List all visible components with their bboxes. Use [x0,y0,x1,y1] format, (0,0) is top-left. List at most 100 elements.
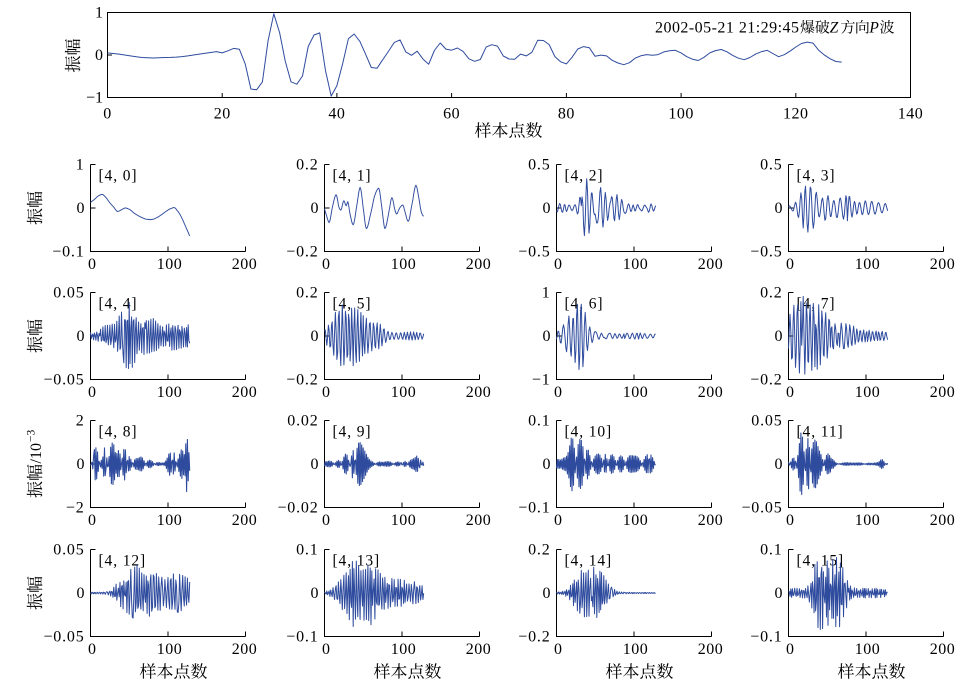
svg-text:−0.1: −0.1 [518,500,550,517]
svg-text:100: 100 [391,256,417,273]
svg-text:200: 200 [698,641,724,658]
svg-text:0.05: 0.05 [53,542,84,559]
svg-text:0: 0 [543,456,551,473]
svg-text:[4, 8]: [4, 8] [99,424,138,441]
svg-text:−0.5: −0.5 [750,244,782,261]
svg-text:100: 100 [855,256,881,273]
svg-text:−0.1: −0.1 [750,629,782,646]
svg-text:200: 200 [232,512,258,529]
svg-text:Z: Z [830,20,839,37]
svg-text:0: 0 [77,456,85,473]
svg-text:0: 0 [311,328,319,345]
svg-text:200: 200 [232,384,258,401]
svg-text:40: 40 [328,106,345,123]
svg-text:200: 200 [466,256,492,273]
svg-text:−0.2: −0.2 [750,372,782,389]
svg-text:120: 120 [783,106,809,123]
svg-text:100: 100 [391,512,417,529]
svg-text:0.2: 0.2 [296,285,318,302]
svg-text:100: 100 [855,384,881,401]
svg-text:100: 100 [157,256,183,273]
svg-text:0: 0 [786,641,794,658]
svg-text:0: 0 [786,384,794,401]
svg-text:0: 0 [88,384,96,401]
svg-text:0.2: 0.2 [528,542,550,559]
svg-text:200: 200 [232,256,258,273]
svg-text:100: 100 [668,106,694,123]
svg-text:[4, 15]: [4, 15] [797,553,845,570]
svg-text:0: 0 [95,47,103,64]
svg-text:0: 0 [322,384,330,401]
svg-text:0: 0 [88,641,96,658]
svg-text:0: 0 [554,641,562,658]
svg-text:−2: −2 [66,500,85,517]
svg-text:0: 0 [77,200,85,217]
svg-text:0.1: 0.1 [528,413,550,430]
svg-text:[4, 14]: [4, 14] [565,553,613,570]
svg-text:−1: −1 [86,90,103,107]
svg-text:100: 100 [391,384,417,401]
svg-text:−0.05: −0.05 [43,372,84,389]
svg-text:[4, 1]: [4, 1] [333,168,372,185]
svg-text:200: 200 [698,384,724,401]
svg-text:60: 60 [443,106,460,123]
svg-text:200: 200 [466,641,492,658]
svg-text:0: 0 [543,328,551,345]
svg-text:100: 100 [623,512,649,529]
svg-text:200: 200 [466,384,492,401]
svg-text:−0.1: −0.1 [52,244,84,261]
svg-text:100: 100 [623,641,649,658]
svg-text:/10: /10 [28,443,45,463]
svg-text:0: 0 [322,641,330,658]
svg-text:1: 1 [76,157,85,174]
svg-text:0.02: 0.02 [287,413,318,430]
svg-text:140: 140 [898,106,924,123]
svg-text:200: 200 [930,384,956,401]
svg-text:2: 2 [76,413,85,430]
svg-text:0: 0 [103,106,112,123]
svg-text:0: 0 [77,585,85,602]
svg-text:0.5: 0.5 [760,157,782,174]
svg-text:200: 200 [232,641,258,658]
svg-text:−0.1: −0.1 [286,629,318,646]
svg-text:1: 1 [542,285,551,302]
svg-text:0: 0 [77,328,85,345]
svg-text:[4, 3]: [4, 3] [797,168,836,185]
svg-text:100: 100 [623,384,649,401]
svg-text:0: 0 [88,512,96,529]
svg-text:P: P [868,20,879,37]
svg-text:[4, 2]: [4, 2] [565,168,604,185]
svg-text:[4, 0]: [4, 0] [99,168,138,185]
svg-text:[4, 9]: [4, 9] [333,424,372,441]
svg-text:200: 200 [698,256,724,273]
svg-text:200: 200 [930,512,956,529]
svg-text:−0.2: −0.2 [286,372,318,389]
svg-text:0: 0 [775,328,783,345]
svg-text:80: 80 [558,106,575,123]
svg-text:0: 0 [322,512,330,529]
svg-text:0.05: 0.05 [53,285,84,302]
svg-text:[4, 12]: [4, 12] [99,553,147,570]
svg-text:0.05: 0.05 [751,413,782,430]
svg-text:100: 100 [855,512,881,529]
svg-text:200: 200 [698,512,724,529]
svg-text:[4, 10]: [4, 10] [565,424,613,441]
svg-text:[4, 6]: [4, 6] [565,296,604,313]
svg-text:0: 0 [543,585,551,602]
svg-text:200: 200 [930,256,956,273]
svg-text:0: 0 [554,384,562,401]
svg-text:0: 0 [88,256,96,273]
svg-text:100: 100 [391,641,417,658]
svg-text:[4, 7]: [4, 7] [797,296,836,313]
svg-text:−0.2: −0.2 [518,629,550,646]
svg-text:200: 200 [466,512,492,529]
svg-text:1: 1 [95,5,103,22]
svg-text:0: 0 [311,200,319,217]
svg-text:[4, 4]: [4, 4] [99,296,138,313]
svg-text:100: 100 [623,256,649,273]
svg-text:0: 0 [775,585,783,602]
svg-text:2002-05-21 21:29:45: 2002-05-21 21:29:45 [655,20,799,37]
svg-text:−0.2: −0.2 [286,244,318,261]
svg-text:100: 100 [157,384,183,401]
svg-text:[4, 11]: [4, 11] [797,424,844,441]
